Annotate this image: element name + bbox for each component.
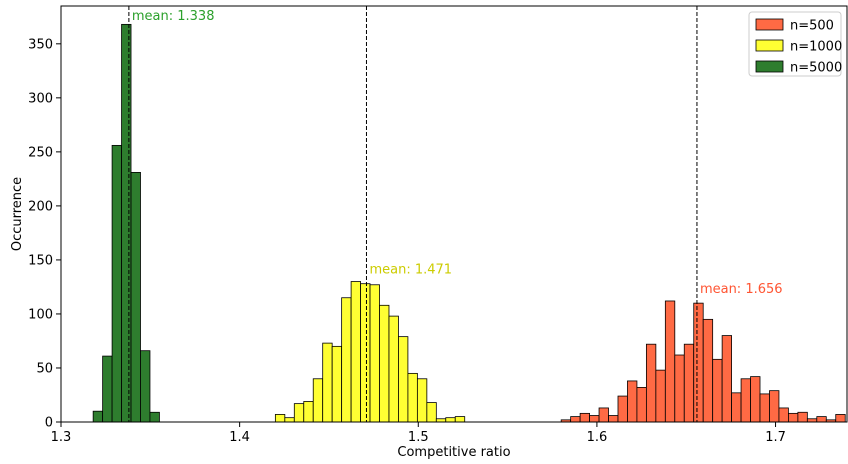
legend-swatch-n-5000 — [755, 60, 784, 73]
mean-label-n-5000: mean: 1.338 — [132, 9, 215, 24]
x-tick-label: 1.4 — [229, 430, 250, 445]
bar-n-1000-5 — [322, 342, 333, 423]
bar-n-1000-11 — [379, 304, 390, 423]
bar-n-1000-19 — [454, 416, 466, 423]
bar-n-1000-8 — [350, 281, 361, 423]
bar-n-500-22 — [769, 390, 780, 423]
legend-label-n-5000: n=5000 — [790, 61, 842, 76]
bar-n-500-16 — [712, 358, 723, 423]
bar-n-1000-18 — [445, 417, 456, 423]
bar-n-1000-13 — [398, 336, 409, 423]
bar-n-5000-2 — [111, 144, 122, 423]
bar-n-5000-0 — [92, 410, 104, 423]
y-tick-label: 300 — [28, 91, 53, 106]
bar-n-500-4 — [598, 407, 609, 423]
bar-n-500-3 — [589, 415, 600, 423]
bar-n-500-2 — [579, 412, 590, 423]
bar-n-1000-7 — [341, 297, 352, 423]
bar-n-500-23 — [778, 407, 789, 423]
bar-n-5000-1 — [102, 355, 113, 423]
y-tick-label: 350 — [28, 37, 53, 52]
bar-n-500-8 — [636, 387, 647, 423]
bar-n-500-19 — [740, 378, 751, 423]
bar-n-500-18 — [731, 392, 742, 423]
bar-n-500-6 — [617, 395, 628, 423]
mean-label-n-500: mean: 1.656 — [700, 282, 783, 297]
y-axis-label: Occurrence — [10, 177, 25, 251]
x-axis: 1.3 1.4 1.5 1.6 1.7 — [51, 422, 786, 445]
y-tick-label: 200 — [28, 199, 53, 214]
bar-n-1000-16 — [426, 402, 437, 423]
bar-n-500-5 — [608, 415, 619, 423]
bar-n-1000-9 — [360, 283, 371, 423]
bar-n-500-21 — [759, 393, 770, 423]
bar-n-500-10 — [655, 369, 666, 423]
bar-n-1000-2 — [293, 403, 305, 423]
bar-n-1000-4 — [312, 378, 324, 423]
legend-label-n-1000: n=1000 — [790, 40, 842, 55]
bar-n-1000-15 — [416, 378, 428, 423]
bar-n-500-27 — [816, 416, 827, 423]
y-tick-label: 0 — [45, 416, 53, 431]
x-tick-label: 1.3 — [51, 430, 72, 445]
bar-n-500-12 — [674, 354, 685, 423]
legend-swatch-n-1000 — [755, 39, 784, 52]
bar-n-5000-6 — [149, 411, 160, 423]
mean-label-n-1000: mean: 1.471 — [369, 263, 452, 278]
bar-n-500-9 — [645, 343, 657, 423]
plot-frame — [60, 5, 848, 423]
x-axis-label: Competitive ratio — [397, 445, 510, 460]
bar-n-1000-6 — [331, 345, 343, 423]
bar-n-500-20 — [750, 376, 761, 423]
bar-n-1000-1 — [284, 417, 295, 423]
bar-n-5000-3 — [121, 23, 132, 423]
bar-n-1000-0 — [274, 414, 286, 423]
y-tick-label: 100 — [28, 307, 53, 322]
bar-n-500-11 — [664, 300, 676, 423]
legend: n=500 n=1000 n=5000 — [748, 11, 842, 77]
y-tick-label: 250 — [28, 145, 53, 160]
bar-n-1000-14 — [407, 372, 418, 423]
bar-n-5000-5 — [140, 350, 151, 423]
bars-layer — [92, 23, 846, 423]
legend-swatch-n-500 — [755, 18, 784, 31]
y-tick-label: 150 — [28, 253, 53, 268]
x-tick-label: 1.7 — [765, 430, 786, 445]
x-tick-label: 1.5 — [408, 430, 429, 445]
bar-n-1000-10 — [369, 284, 380, 423]
bar-n-5000-4 — [130, 171, 141, 423]
mean-lines-layer: mean: 1.656 mean: 1.471 mean: 1.338 — [128, 6, 783, 422]
bar-n-500-29 — [835, 414, 846, 423]
bar-n-500-13 — [683, 343, 695, 423]
legend-label-n-500: n=500 — [790, 19, 834, 34]
bar-n-500-15 — [702, 318, 714, 423]
x-tick-label: 1.6 — [587, 430, 608, 445]
bar-n-500-1 — [570, 416, 581, 423]
y-axis: 0 50 100 150 200 250 300 350 — [28, 37, 61, 431]
bar-n-500-24 — [788, 412, 799, 423]
bar-n-500-7 — [627, 380, 638, 423]
y-tick-label: 50 — [36, 361, 53, 376]
bar-n-500-14 — [693, 302, 704, 423]
bar-n-1000-12 — [388, 315, 399, 423]
bar-n-500-25 — [797, 411, 808, 423]
bar-n-500-17 — [721, 335, 733, 423]
bar-n-1000-3 — [303, 401, 314, 423]
